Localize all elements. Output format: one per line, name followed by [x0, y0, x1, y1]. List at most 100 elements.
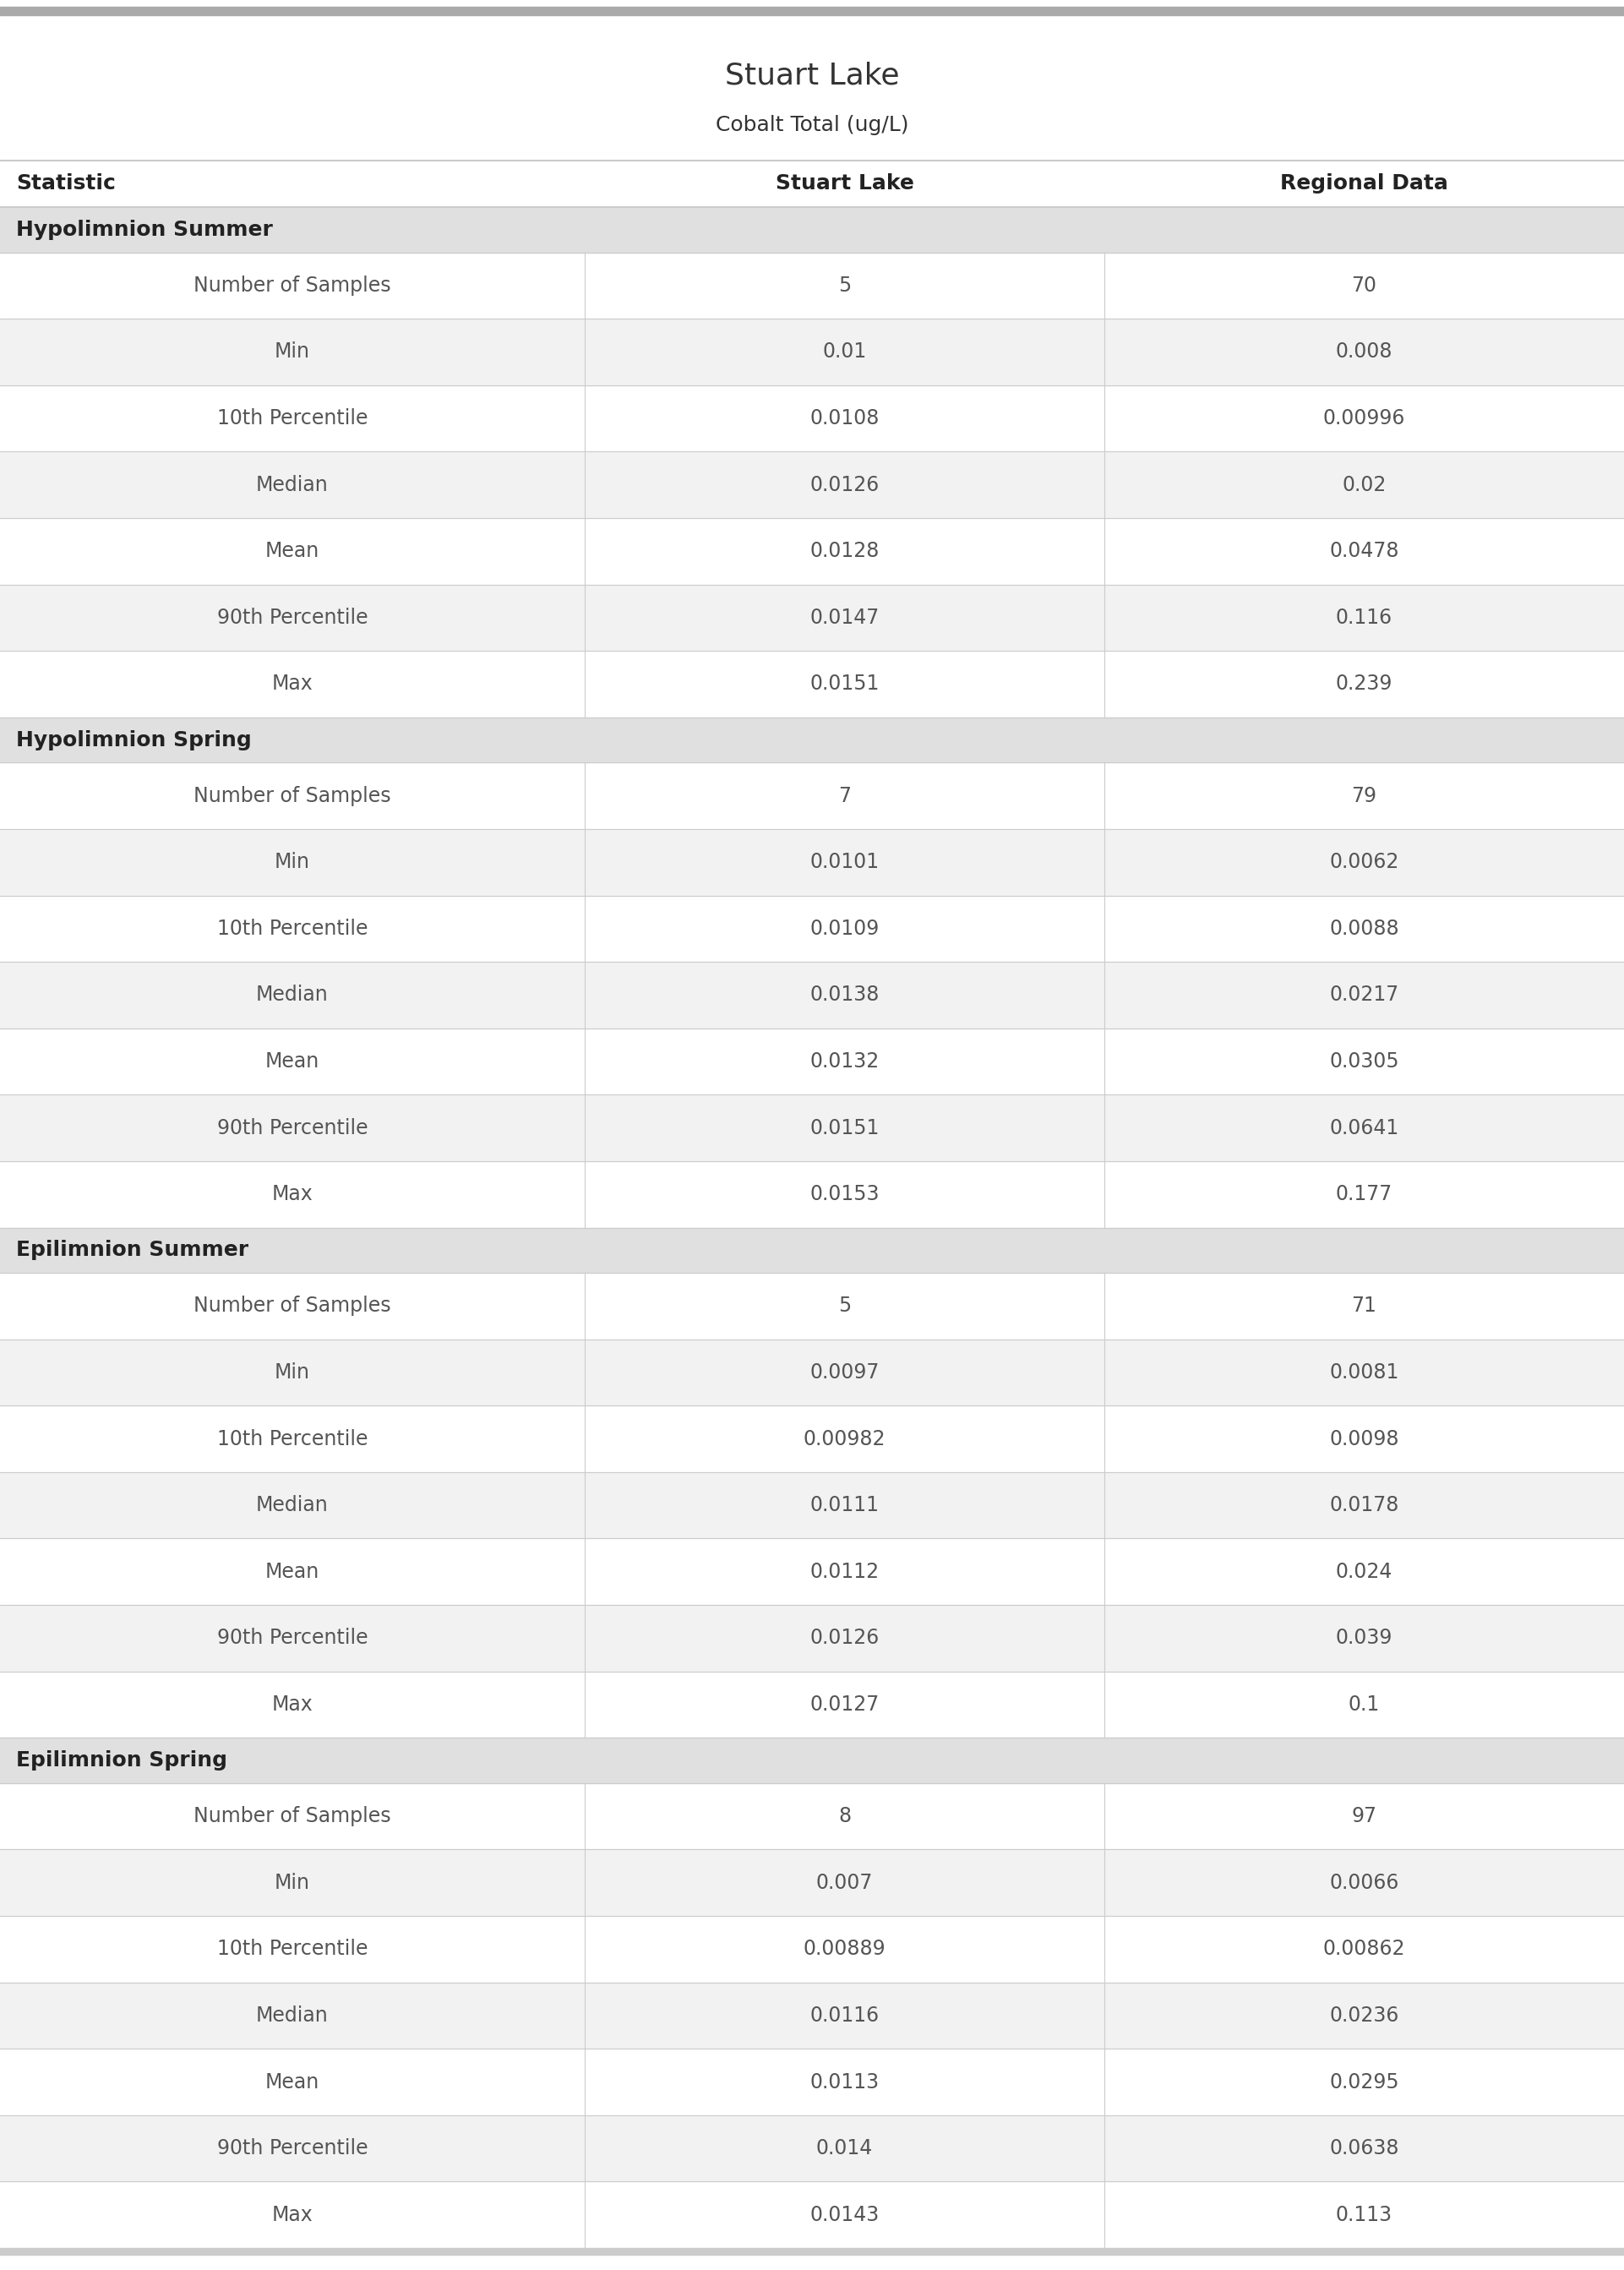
Text: 0.039: 0.039 [1335, 1628, 1393, 1648]
Text: 0.0127: 0.0127 [810, 1693, 879, 1714]
Text: 0.0478: 0.0478 [1330, 540, 1398, 561]
Text: 0.0097: 0.0097 [810, 1362, 879, 1382]
Text: Min: Min [274, 1362, 310, 1382]
Text: 0.0116: 0.0116 [810, 2004, 879, 2025]
Text: 0.0147: 0.0147 [810, 608, 879, 629]
Text: Epilimnion Spring: Epilimnion Spring [16, 1750, 227, 1771]
Bar [0, 829, 1624, 894]
Bar [0, 717, 1624, 763]
Text: Median: Median [257, 985, 328, 1006]
Text: Mean: Mean [265, 1051, 320, 1071]
Text: Median: Median [257, 1496, 328, 1516]
Text: Statistic: Statistic [16, 175, 115, 193]
Text: Mean: Mean [265, 1562, 320, 1582]
Text: 97: 97 [1351, 1807, 1377, 1827]
Text: 0.1: 0.1 [1348, 1693, 1380, 1714]
Bar [0, 318, 1624, 386]
Text: 0.00889: 0.00889 [804, 1939, 885, 1959]
Text: Number of Samples: Number of Samples [193, 275, 391, 295]
Text: Max: Max [271, 2204, 313, 2225]
Text: 0.0217: 0.0217 [1330, 985, 1398, 1006]
Text: 8: 8 [838, 1807, 851, 1827]
Bar [0, 2247, 1624, 2254]
Text: 90th Percentile: 90th Percentile [218, 1117, 367, 1137]
Text: 0.113: 0.113 [1337, 2204, 1392, 2225]
Text: 0.0138: 0.0138 [810, 985, 879, 1006]
Text: 0.01: 0.01 [822, 343, 867, 363]
Bar [0, 1739, 1624, 1782]
Text: Stuart Lake: Stuart Lake [724, 61, 900, 91]
Text: Epilimnion Summer: Epilimnion Summer [16, 1239, 248, 1260]
Text: Mean: Mean [265, 2073, 320, 2093]
Bar [0, 452, 1624, 518]
Text: 0.0088: 0.0088 [1330, 919, 1398, 940]
Text: 0.0066: 0.0066 [1330, 1873, 1398, 1893]
Text: 0.00996: 0.00996 [1324, 409, 1405, 429]
Text: Min: Min [274, 343, 310, 363]
Text: 0.0109: 0.0109 [810, 919, 879, 940]
Text: 0.007: 0.007 [815, 1873, 874, 1893]
Text: Max: Max [271, 1185, 313, 1205]
Text: 10th Percentile: 10th Percentile [218, 1428, 367, 1448]
Bar [0, 1339, 1624, 1405]
Bar [0, 1605, 1624, 1671]
Text: 0.0128: 0.0128 [810, 540, 879, 561]
Text: Mean: Mean [265, 540, 320, 561]
Text: Hypolimnion Spring: Hypolimnion Spring [16, 729, 252, 749]
Text: 0.024: 0.024 [1335, 1562, 1393, 1582]
Text: 0.0126: 0.0126 [810, 474, 879, 495]
Bar [0, 2116, 1624, 2181]
Text: Min: Min [274, 851, 310, 872]
Text: 0.0081: 0.0081 [1330, 1362, 1398, 1382]
Text: 0.116: 0.116 [1337, 608, 1392, 629]
Bar [0, 207, 1624, 252]
Text: 0.0143: 0.0143 [810, 2204, 879, 2225]
Text: Number of Samples: Number of Samples [193, 1807, 391, 1827]
Text: 10th Percentile: 10th Percentile [218, 1939, 367, 1959]
Bar [0, 583, 1624, 651]
Bar [0, 1094, 1624, 1162]
Text: 0.0101: 0.0101 [810, 851, 879, 872]
Text: 0.02: 0.02 [1341, 474, 1387, 495]
Text: 0.0112: 0.0112 [810, 1562, 879, 1582]
Text: 0.0638: 0.0638 [1330, 2138, 1398, 2159]
Text: Regional Data: Regional Data [1280, 175, 1449, 193]
Bar [0, 1982, 1624, 2050]
Text: 0.0178: 0.0178 [1330, 1496, 1398, 1516]
Text: 0.014: 0.014 [817, 2138, 872, 2159]
Text: Cobalt Total (ug/L): Cobalt Total (ug/L) [716, 116, 908, 136]
Text: 0.00862: 0.00862 [1324, 1939, 1405, 1959]
Text: 0.00982: 0.00982 [804, 1428, 885, 1448]
Text: Number of Samples: Number of Samples [193, 1296, 391, 1317]
Text: Median: Median [257, 474, 328, 495]
Text: Number of Samples: Number of Samples [193, 785, 391, 806]
Text: Hypolimnion Summer: Hypolimnion Summer [16, 220, 273, 241]
Text: 0.0098: 0.0098 [1330, 1428, 1398, 1448]
Text: Min: Min [274, 1873, 310, 1893]
Text: 0.0641: 0.0641 [1330, 1117, 1398, 1137]
Text: 0.0151: 0.0151 [810, 674, 879, 695]
Text: 70: 70 [1351, 275, 1377, 295]
Text: 0.0295: 0.0295 [1330, 2073, 1398, 2093]
Text: 5: 5 [838, 275, 851, 295]
Text: 71: 71 [1351, 1296, 1377, 1317]
Text: 0.0151: 0.0151 [810, 1117, 879, 1137]
Text: 0.0153: 0.0153 [810, 1185, 879, 1205]
Text: 79: 79 [1351, 785, 1377, 806]
Text: 0.0126: 0.0126 [810, 1628, 879, 1648]
Text: 0.0132: 0.0132 [810, 1051, 879, 1071]
Text: Max: Max [271, 1693, 313, 1714]
Text: 90th Percentile: 90th Percentile [218, 2138, 367, 2159]
Bar [0, 962, 1624, 1028]
Text: 90th Percentile: 90th Percentile [218, 608, 367, 629]
Text: 0.008: 0.008 [1335, 343, 1393, 363]
Text: 0.177: 0.177 [1337, 1185, 1392, 1205]
Text: 0.0111: 0.0111 [810, 1496, 879, 1516]
Text: 0.239: 0.239 [1335, 674, 1393, 695]
Text: 90th Percentile: 90th Percentile [218, 1628, 367, 1648]
Text: 0.0108: 0.0108 [810, 409, 879, 429]
Bar [0, 7, 1624, 16]
Text: 0.0113: 0.0113 [810, 2073, 879, 2093]
Text: Max: Max [271, 674, 313, 695]
Bar [0, 1473, 1624, 1539]
